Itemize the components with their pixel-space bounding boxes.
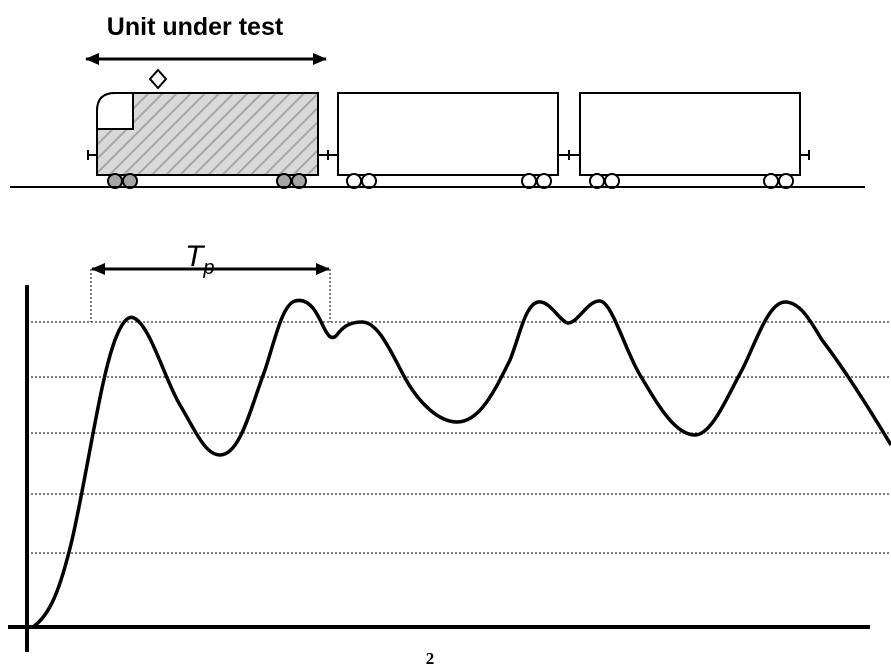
page-number: 2 — [426, 649, 435, 667]
response-curve — [31, 298, 891, 629]
grid — [27, 269, 891, 554]
train — [10, 68, 865, 189]
period-sub: p — [202, 257, 214, 279]
period-label: Tp — [185, 240, 214, 279]
period-main: T — [185, 240, 206, 273]
title: Unit under test — [107, 13, 284, 41]
